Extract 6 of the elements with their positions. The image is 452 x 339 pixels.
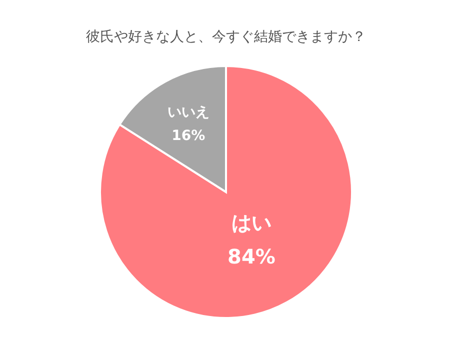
slice-label: いいえ <box>167 104 210 120</box>
data-label: 16% <box>172 128 206 144</box>
chart-title: 彼氏や好きな人と、今すぐ結婚できますか？ <box>85 28 367 46</box>
pie-slice <box>99 65 353 319</box>
slice-label: はい <box>231 210 272 234</box>
data-label: 84% <box>228 244 276 268</box>
